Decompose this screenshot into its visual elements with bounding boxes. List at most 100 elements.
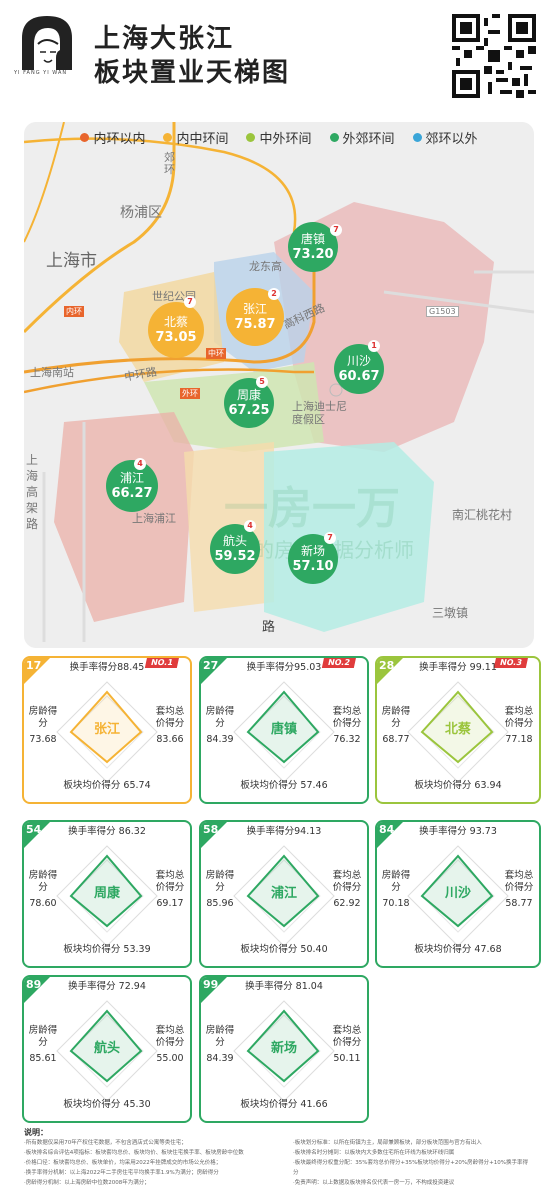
corner-tab	[24, 658, 50, 684]
avg-price-score: 板块均价得分 41.66	[240, 1099, 328, 1110]
avg-price-score: 板块均价得分 50.40	[240, 944, 328, 955]
corner-tab	[24, 977, 50, 1003]
note-line: ·板块最终得分权重分配：35%套均总价得分+35%板块均价得分+20%房龄得分+…	[293, 1160, 528, 1176]
total-price-label: 套均总价得分	[155, 1025, 185, 1048]
age-label: 房龄得分	[28, 870, 58, 893]
radar-diamond	[233, 681, 335, 783]
notes: 说明： ·所有数据仅采用70年产权住宅数据，不包含酒店式公寓等类住宅； ·板块排…	[24, 1128, 534, 1188]
radar-diamond	[233, 845, 335, 947]
total-price-score: 76.32	[333, 734, 361, 745]
total-price-score: 55.00	[156, 1053, 184, 1064]
map-background	[24, 122, 534, 642]
card-rank-number: 27	[203, 659, 219, 672]
map-label-zhonghuan: 中环	[206, 348, 226, 359]
bubble-hangtou: 航头 59.52	[210, 524, 260, 574]
turnover-score: 换手率得分 93.73	[419, 826, 497, 837]
age-label: 房龄得分	[28, 1025, 58, 1048]
age-label: 房龄得分	[205, 1025, 235, 1048]
age-score: 68.77	[382, 734, 410, 745]
page-title: 上海大张江 板块置业天梯图	[94, 22, 290, 90]
map-label-road: 路	[262, 620, 276, 635]
turnover-score: 换手率得分95.03	[246, 662, 322, 673]
turnover-score: 换手率得分94.13	[246, 826, 322, 837]
legend-item: 外郊环间	[329, 128, 395, 147]
rank-up-icon: 1	[368, 340, 380, 352]
ranking-card: 84 川沙 换手率得分 93.73 房龄得分 70.18 套均总价得分 58.7…	[375, 820, 541, 968]
map-label-shanghai: 上海市	[46, 251, 97, 271]
radar-diamond	[407, 845, 509, 947]
total-price-label: 套均总价得分	[504, 706, 534, 729]
note-line: ·免责声明：以上数据及板块排名仅代表一房一万，不构成投资建议	[293, 1180, 455, 1186]
turnover-score: 换手率得分 99.11	[419, 662, 497, 673]
map-legend: 内环以内 内中环间 中外环间 外郊环间 郊环以外	[24, 128, 534, 147]
age-label: 房龄得分	[381, 870, 411, 893]
rank-up-icon: 4	[134, 458, 146, 470]
card-district-name: 唐镇	[270, 722, 297, 737]
card-rank-number: 54	[26, 823, 42, 836]
ranking-card: 17 NO.1 张江 换手率得分88.45 房龄得分 73.68 套均总价得分 …	[22, 656, 192, 804]
legend-dot-icon	[163, 133, 173, 142]
ranking-card: 54 周康 换手率得分 86.32 房龄得分 78.60 套均总价得分 69.1…	[22, 820, 192, 968]
total-price-score: 69.17	[156, 898, 184, 909]
legend-item: 中外环间	[246, 128, 312, 147]
card-district-name: 周康	[93, 886, 120, 901]
bubble-pujiang: 浦江 66.27	[106, 460, 158, 512]
radar-diamond	[56, 1000, 158, 1102]
total-price-label: 套均总价得分	[504, 870, 534, 893]
ranking-card: 27 NO.2 唐镇 换手率得分95.03 房龄得分 84.39 套均总价得分 …	[199, 656, 369, 804]
map-label-pujiang: 上海浦江	[132, 512, 176, 525]
map-label-longdong: 龙东高	[249, 260, 282, 273]
rank-up-icon: 4	[244, 520, 256, 532]
bubble-tangzhen: 唐镇 73.20	[288, 222, 338, 272]
radar-diamond	[56, 845, 158, 947]
map-label-gaojia: 上海高架路	[26, 453, 39, 531]
rank-up-icon: 7	[184, 296, 196, 308]
note-line: ·价格口径：板块套均总价、板块单价，均采用2022年挂牌成交的市场公允价格；	[24, 1160, 222, 1166]
corner-tab	[201, 658, 227, 684]
legend-dot-icon	[246, 133, 256, 142]
age-score: 85.96	[206, 898, 234, 909]
card-rank-number: 84	[379, 823, 395, 836]
rank-up-icon: 2	[268, 288, 280, 300]
card-district-name: 北蔡	[444, 722, 471, 737]
turnover-score: 换手率得分 86.32	[68, 826, 146, 837]
total-price-score: 50.11	[333, 1053, 361, 1064]
logo-subtitle: YI FANG YI WAN	[14, 70, 68, 76]
card-rank-number: 89	[26, 978, 42, 991]
map-label-waihuan: 外环	[180, 388, 200, 399]
legend-dot-icon	[80, 133, 90, 142]
legend-item: 内中环间	[163, 128, 228, 147]
note-line: ·房龄得分机制：以上海房龄中位数2008年为满分；	[24, 1180, 150, 1186]
note-line: ·所有数据仅采用70年产权住宅数据，不包含酒店式公寓等类住宅；	[24, 1140, 187, 1146]
avg-price-score: 板块均价得分 53.39	[63, 944, 151, 955]
avg-price-score: 板块均价得分 47.68	[414, 944, 502, 955]
total-price-score: 58.77	[505, 898, 533, 909]
radar-diamond	[233, 1000, 335, 1102]
rank-up-icon: 7	[330, 224, 342, 236]
rank-up-icon: 7	[324, 532, 336, 544]
avg-price-score: 板块均价得分 65.74	[63, 780, 151, 791]
notes-title: 说明：	[24, 1128, 48, 1137]
total-price-score: 77.18	[505, 734, 533, 745]
note-line: ·板块排名综合评估4项指标：板块套均总价、板块均价、板块住宅换手率、板块房龄中位…	[24, 1150, 244, 1156]
total-price-label: 套均总价得分	[155, 870, 185, 893]
corner-tab	[201, 822, 227, 848]
note-line: ·换手率得分机制：以上海2022年二手房住宅平均换手率1.9%为满分；房龄得分	[24, 1170, 219, 1176]
age-label: 房龄得分	[205, 870, 235, 893]
district-map: 内环以内 内中环间 中外环间 外郊环间 郊环以外 杨浦区 上海市 上海南站 世纪…	[24, 122, 534, 648]
age-label: 房龄得分	[381, 706, 411, 729]
map-label-g1503: G1503	[426, 306, 459, 317]
corner-tab	[377, 658, 403, 684]
age-label: 房龄得分	[28, 706, 58, 729]
logo-icon	[22, 16, 72, 70]
card-district-name: 航头	[93, 1041, 120, 1056]
age-label: 房龄得分	[205, 706, 235, 729]
card-district-name: 新场	[270, 1041, 297, 1056]
title-line-1: 上海大张江	[94, 24, 235, 54]
map-label-nanzhan: 上海南站	[30, 366, 74, 379]
card-rank-number: 58	[203, 823, 219, 836]
ranking-card: 28 NO.3 北蔡 换手率得分 99.11 房龄得分 68.77 套均总价得分…	[375, 656, 541, 804]
bubble-xinchang: 新场 57.10	[288, 534, 338, 584]
radar-diamond	[407, 681, 509, 783]
avg-price-score: 板块均价得分 45.30	[63, 1099, 151, 1110]
